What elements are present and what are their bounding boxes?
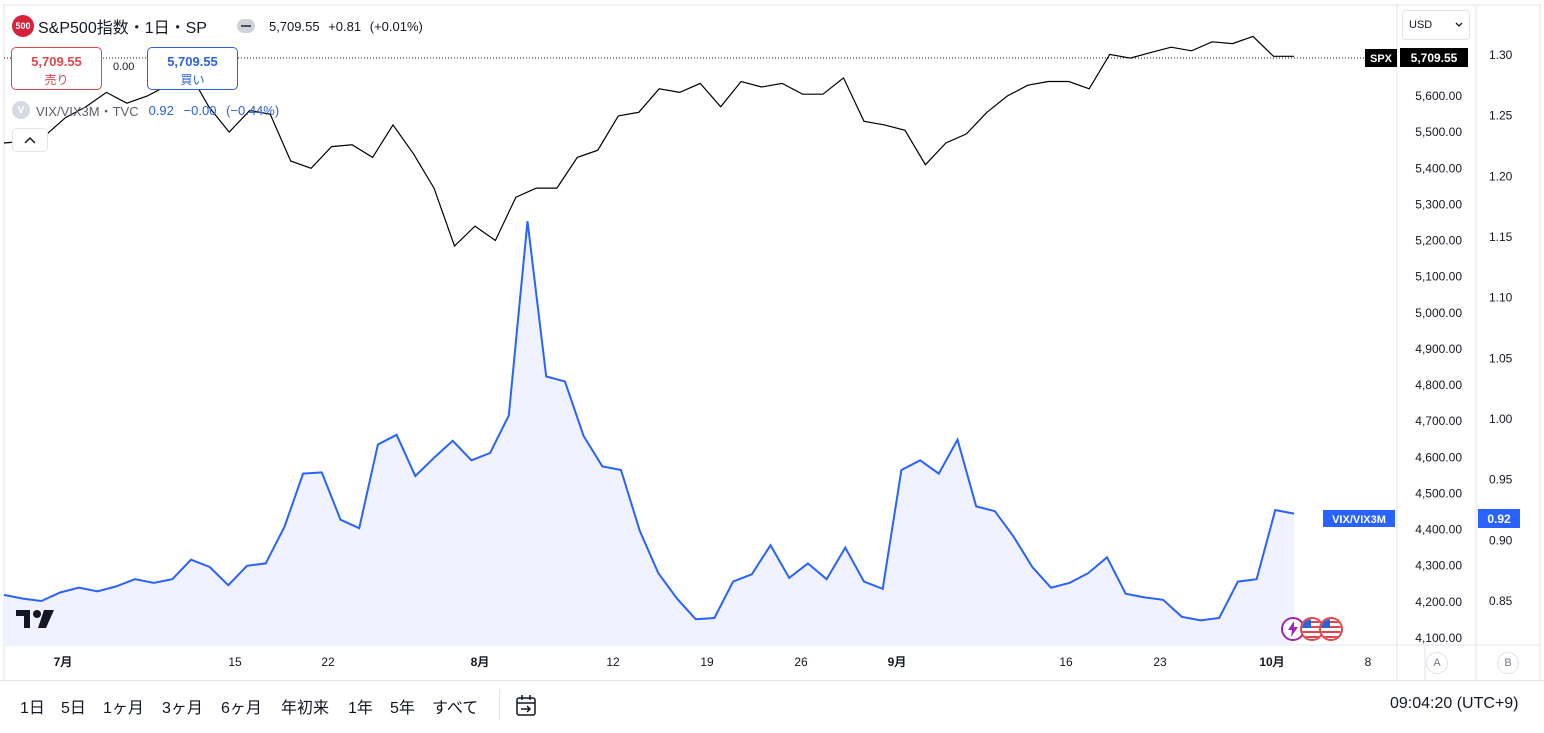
spx-series-tag-bg (1365, 49, 1397, 67)
currency-value: USD (1409, 19, 1433, 31)
range-3m[interactable]: 3ヶ月 (162, 700, 203, 717)
middle-axis-tick-label: 4,100.00 (1415, 631, 1462, 645)
x-axis-tick-label: 7月 (54, 655, 73, 669)
indicator-logo: V (12, 101, 30, 119)
middle-axis-tick-label: 5,000.00 (1415, 306, 1462, 320)
vix-ratio-series-tag-bg (1323, 510, 1395, 527)
vix-ratio-series-tag: VIX/VIX3M (1332, 514, 1386, 526)
middle-axis-tick-label: 5,500.00 (1415, 125, 1462, 139)
price-change: +0.81 (328, 18, 362, 34)
x-axis-tick-label: 12 (606, 655, 620, 669)
vix-ratio-line (3, 221, 1295, 622)
x-axis-tick-label: 15 (228, 655, 242, 669)
right-axis-tick-label: 1.15 (1489, 230, 1513, 244)
chevron-up-icon (24, 136, 36, 144)
buy-price: 5,709.55 (167, 54, 218, 69)
scale-button-b[interactable]: B (1497, 652, 1519, 674)
calendar-range-icon[interactable] (513, 693, 539, 719)
sell-price: 5,709.55 (31, 54, 82, 69)
price-change-pct: (+0.01%) (369, 18, 423, 34)
middle-axis-tick-label: 5,200.00 (1415, 234, 1462, 248)
middle-axis-tick-label: 4,500.00 (1415, 486, 1462, 500)
vix-ratio-last-tag: 0.92 (1487, 512, 1511, 526)
right-axis-tick-label: 1.05 (1489, 351, 1513, 365)
x-axis-tick-label: 16 (1059, 655, 1073, 669)
x-axis-tick-label: 26 (794, 655, 808, 669)
range-1m[interactable]: 1ヶ月 (103, 700, 144, 717)
right-axis-tick-label: 1.30 (1489, 48, 1513, 62)
vix-ratio-last-tag-bg (1478, 509, 1520, 528)
range-1d[interactable]: 1日 (20, 700, 45, 717)
symbol-quote: 5,709.55 +0.81 (+0.01%) (269, 19, 428, 34)
collapse-legend-button[interactable] (12, 128, 48, 152)
indicator-name: VIX/VIX3M・TVC (36, 103, 139, 119)
chevron-down-icon (1455, 22, 1463, 27)
middle-axis-tick-label: 4,700.00 (1415, 414, 1462, 428)
range-ytd[interactable]: 年初来 (281, 700, 330, 717)
indicator-change-pct: (−0.44%) (226, 102, 280, 118)
spx-line (3, 35, 1294, 248)
x-axis-tick-label: 10月 (1259, 655, 1284, 669)
currency-select[interactable]: USD (1402, 10, 1470, 40)
x-axis-tick-label: 8 (1365, 655, 1372, 669)
sell-button[interactable]: 5,709.55 売り (11, 47, 102, 90)
middle-axis-tick-label: 4,600.00 (1415, 450, 1462, 464)
symbol-title[interactable]: S&P500指数・1日・SP (38, 20, 207, 37)
spx-series-tag: SPX (1370, 53, 1393, 65)
right-axis-tick-label: 0.90 (1489, 533, 1513, 547)
x-axis-tick-label: 22 (321, 655, 335, 669)
middle-axis-tick-label: 4,900.00 (1415, 342, 1462, 356)
indicator-value: 0.92 (148, 102, 174, 118)
indicator-values: 0.92 −0.00 (−0.44%) (149, 103, 286, 118)
right-axis-tick-label: 0.95 (1489, 473, 1513, 487)
spx-last-price-tag-bg (1400, 48, 1468, 67)
x-axis-tick-label: 23 (1153, 655, 1167, 669)
right-axis-tick-label: 0.85 (1489, 594, 1513, 608)
spread-value: 0.00 (113, 61, 135, 73)
buy-button[interactable]: 5,709.55 買い (147, 47, 238, 90)
clock-timezone[interactable]: 09:04:20 (UTC+9) (1390, 695, 1519, 712)
sell-label: 売り (44, 73, 69, 87)
hide-icon[interactable] (236, 19, 255, 33)
range-5d[interactable]: 5日 (61, 700, 86, 717)
indicator-legend[interactable]: V VIX/VIX3M・TVC 0.92 −0.00 (−0.44%) (12, 101, 285, 119)
x-axis-tick-label: 9月 (888, 655, 907, 669)
vix-ratio-area (4, 221, 1294, 645)
middle-axis-tick-label: 5,300.00 (1415, 197, 1462, 211)
right-axis-tick-label: 1.00 (1489, 412, 1513, 426)
range-all[interactable]: すべて (432, 700, 479, 717)
tradingview-logo-icon[interactable] (16, 608, 56, 630)
middle-axis-tick-label: 5,100.00 (1415, 270, 1462, 284)
x-axis-tick-label: 19 (700, 655, 714, 669)
middle-axis-tick-label: 4,400.00 (1415, 523, 1462, 537)
right-axis-tick-label: 1.25 (1489, 109, 1513, 123)
middle-axis-tick-label: 4,800.00 (1415, 378, 1462, 392)
middle-axis-tick-label: 5,400.00 (1415, 161, 1462, 175)
bottom-toolbar: 1日 5日 1ヶ月 3ヶ月 6ヶ月 年初来 1年 5年 すべて 09:04:20… (0, 680, 1544, 733)
symbol-legend: 500 S&P500指数・1日・SP 5,709.55 +0.81 (+0.01… (12, 15, 428, 37)
range-1y[interactable]: 1年 (348, 700, 373, 717)
scale-button-a[interactable]: A (1426, 652, 1448, 674)
last-price: 5,709.55 (268, 18, 320, 34)
middle-axis-tick-label: 4,300.00 (1415, 559, 1462, 573)
symbol-logo: 500 (12, 15, 34, 37)
spx-last-price-tag: 5,709.55 (1411, 51, 1458, 65)
indicator-change: −0.00 (183, 102, 217, 118)
right-axis-tick-label: 1.20 (1489, 169, 1513, 183)
middle-axis-tick-label: 4,200.00 (1415, 595, 1462, 609)
buy-label: 買い (180, 73, 205, 87)
right-axis-tick-label: 1.10 (1489, 291, 1513, 305)
range-6m[interactable]: 6ヶ月 (221, 700, 262, 717)
range-5y[interactable]: 5年 (390, 700, 415, 717)
toolbar-divider (499, 690, 500, 720)
us-flag-event-icon-2[interactable] (1319, 617, 1343, 641)
middle-axis-tick-label: 5,600.00 (1415, 89, 1462, 103)
x-axis-tick-label: 8月 (471, 655, 490, 669)
